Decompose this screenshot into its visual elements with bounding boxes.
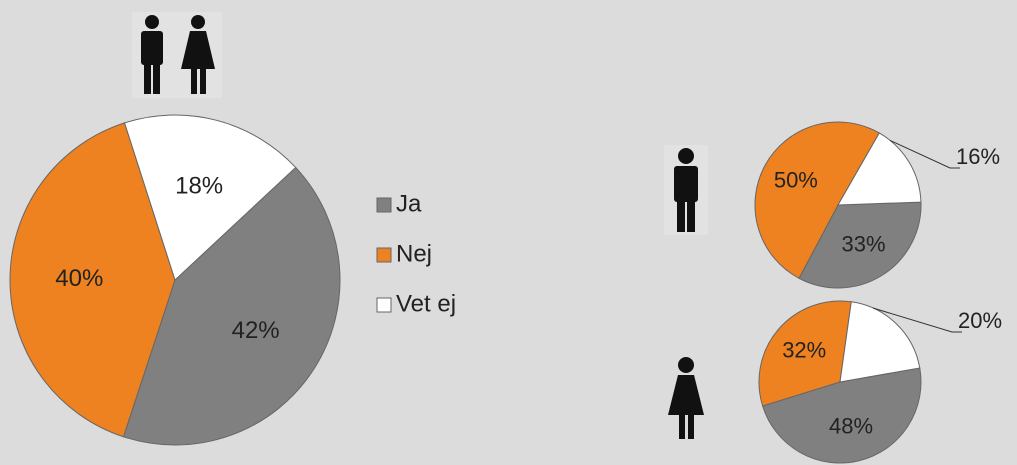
pie-slice xyxy=(839,301,921,383)
legend-label: Vet ej xyxy=(396,290,456,317)
pie-slice xyxy=(758,300,852,407)
icon-man xyxy=(664,145,708,235)
legend-swatch xyxy=(376,197,392,213)
legend-swatch xyxy=(376,297,392,313)
data-label: 33% xyxy=(841,232,885,257)
pie-slice xyxy=(798,201,922,289)
legend-swatch xyxy=(376,247,392,263)
icon-man-woman xyxy=(132,12,222,98)
icon-woman xyxy=(668,357,704,439)
data-label: 50% xyxy=(774,168,818,193)
data-label: 18% xyxy=(175,173,223,200)
leader-line xyxy=(872,307,962,333)
pie-slice xyxy=(761,367,922,464)
pie-slice xyxy=(123,114,297,281)
leader-line xyxy=(889,139,960,169)
data-label: 32% xyxy=(782,337,826,362)
data-label: 40% xyxy=(55,265,103,292)
data-label: 48% xyxy=(829,413,873,438)
pie-slice xyxy=(9,122,176,438)
data-label: 16% xyxy=(956,144,1000,169)
pie-slice xyxy=(837,132,922,206)
pie-slice xyxy=(122,166,341,446)
data-label: 42% xyxy=(232,317,280,344)
legend-label: Ja xyxy=(396,190,422,217)
data-label: 20% xyxy=(958,308,1002,333)
legend-label: Nej xyxy=(396,240,432,267)
pie-slice xyxy=(754,121,880,279)
